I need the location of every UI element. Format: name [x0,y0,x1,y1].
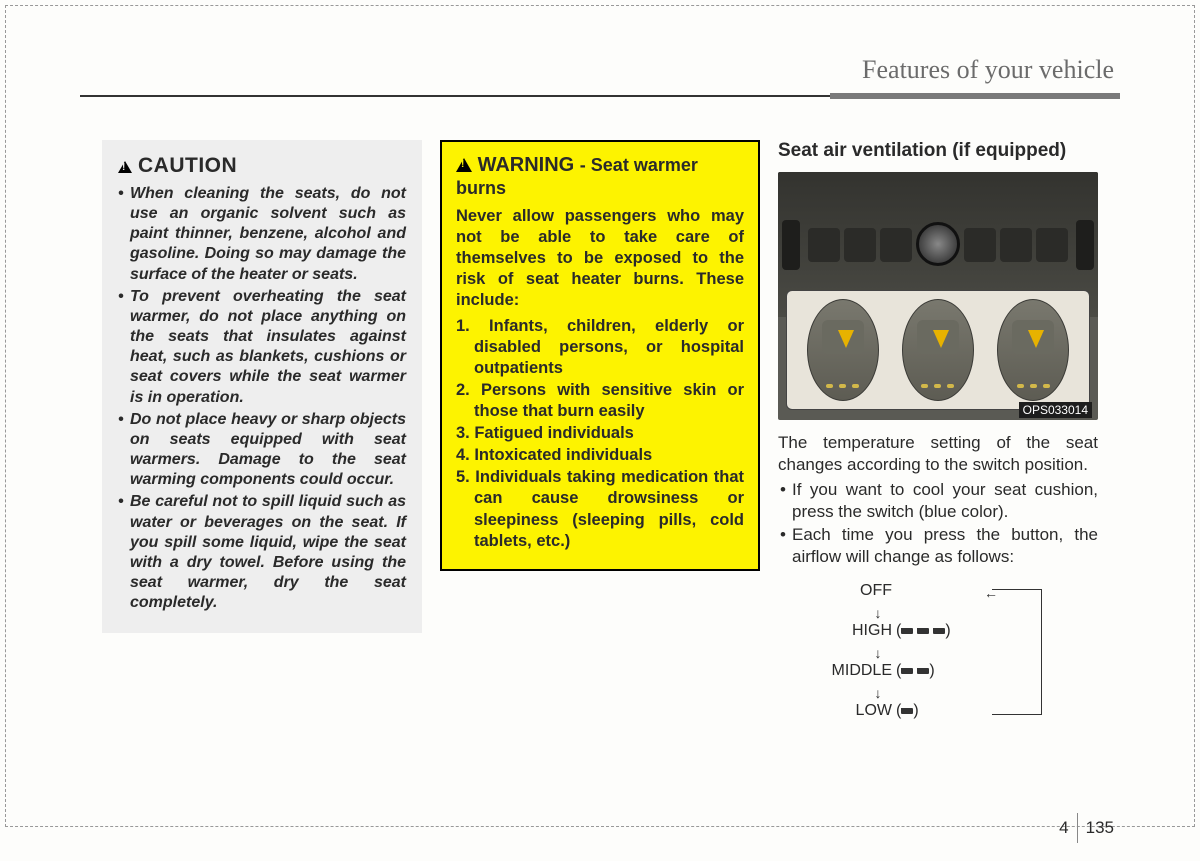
caution-item: Be careful not to spill liquid such as w… [118,492,406,613]
warning-title: WARNING - Seat warmer burns [456,154,744,200]
ventilation-bullet: Each time you press the button, the airf… [778,524,1098,569]
ventilation-bullets: If you want to cool your seat cushion, p… [778,479,1098,569]
flow-off-label: OFF [818,579,896,603]
caution-item: When cleaning the seats, do not use an o… [118,184,406,285]
ventilation-body: The temperature setting of the seat chan… [778,432,1098,477]
led-indicator-icon [901,668,929,674]
cycle-return-arrow-icon: ← [984,583,998,604]
content-columns: CAUTION When cleaning the seats, do not … [102,140,1102,723]
down-arrow-icon: ↓ [818,643,896,659]
flow-low-label: LOW [818,699,896,723]
button-callout-panel [786,290,1090,410]
warning-item: 2. Persons with sensitive skin or those … [456,380,744,422]
warning-list: 1. Infants, children, elderly or disable… [456,316,744,552]
caution-item: To prevent overheating the seat warmer, … [118,287,406,408]
center-dial-icon [916,222,960,266]
photo-reference-code: OPS033014 [1019,402,1092,418]
vent-button-icon [997,299,1069,401]
flow-high-label: HIGH [818,619,896,643]
led-indicator-icon [901,628,945,634]
caution-title-text: CAUTION [138,154,237,178]
caution-box: CAUTION When cleaning the seats, do not … [102,140,422,633]
footer-divider [1077,813,1078,843]
airflow-cycle-diagram: ← OFF ↓ HIGH ( ) ↓ MIDDLE ( ) ↓ LOW ( [818,579,1078,723]
warning-intro: Never allow passengers who may not be ab… [456,206,744,312]
vent-button-icon [807,299,879,401]
led-indicator-icon [901,708,913,714]
warning-box: WARNING - Seat warmer burns Never allow … [440,140,760,571]
caution-item: Do not place heavy or sharp objects on s… [118,410,406,491]
col-ventilation: Seat air ventilation (if equipped) [778,140,1098,723]
warning-item: 4. Intoxicated individuals [456,445,744,466]
warning-title-main: WARNING [478,154,575,176]
page-number: 135 [1086,818,1114,838]
section-header-title: Features of your vehicle [80,55,1120,93]
ventilation-bullet: If you want to cool your seat cushion, p… [778,479,1098,524]
down-arrow-icon: ↓ [818,603,896,619]
caution-triangle-icon [118,161,132,173]
caution-title: CAUTION [118,154,406,178]
chapter-number: 4 [1059,818,1068,838]
warning-triangle-icon [456,158,472,172]
warning-item: 3. Fatigued individuals [456,423,744,444]
ventilation-photo: OPS033014 [778,172,1098,420]
col-caution: CAUTION When cleaning the seats, do not … [102,140,422,723]
page-footer: 4 135 [1059,813,1114,843]
down-arrow-icon: ↓ [818,683,896,699]
warning-item: 5. Individuals taking medication that ca… [456,467,744,551]
ventilation-title: Seat air ventilation (if equipped) [778,140,1098,162]
vent-button-icon [902,299,974,401]
cycle-return-line [992,589,1042,715]
caution-list: When cleaning the seats, do not use an o… [118,184,406,613]
page-header: Features of your vehicle [80,55,1120,97]
flow-middle-label: MIDDLE [818,659,896,683]
warning-item: 1. Infants, children, elderly or disable… [456,316,744,379]
header-rule [80,95,1120,97]
col-warning: WARNING - Seat warmer burns Never allow … [440,140,760,723]
